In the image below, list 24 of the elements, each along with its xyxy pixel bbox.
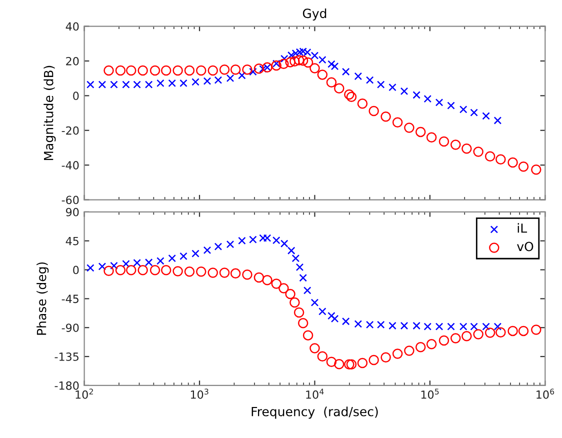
y-tick-label: 45 (66, 236, 78, 246)
y-tick-label: -60 (62, 196, 79, 204)
y-tick-label: -20 (62, 126, 79, 135)
y-tick-label: 40 (66, 22, 79, 31)
y-tick-label: -45 (62, 294, 78, 304)
x-axis-title: Frequency (rad/sec) (252, 406, 378, 419)
y-tick-label: 20 (66, 56, 79, 66)
x-tick-label: 10$^{4}$ (306, 388, 324, 399)
y-tick-label: -180 (54, 381, 79, 390)
x-tick-label: 10$^{6}$ (536, 388, 554, 399)
y-tick-label: 0 (73, 266, 79, 274)
y-tick-label: -40 (62, 161, 79, 170)
y-tick-label: -90 (62, 324, 79, 332)
legend-label: vO (517, 242, 534, 252)
legend-label: iL (518, 223, 528, 233)
chart-title: Gyd (302, 8, 326, 21)
y-tick-label: 90 (66, 208, 79, 216)
y-axis-title: Phase (deg) (36, 262, 49, 335)
x-tick-label: 10$^{3}$ (190, 388, 208, 399)
y-tick-label: -135 (54, 352, 78, 361)
x-tick-label: 10$^{2}$ (76, 388, 93, 399)
x-tick-label: 10$^{5}$ (421, 388, 439, 399)
y-axis-title: Magnitude (dB) (44, 66, 56, 160)
y-tick-label: 0 (73, 92, 79, 100)
